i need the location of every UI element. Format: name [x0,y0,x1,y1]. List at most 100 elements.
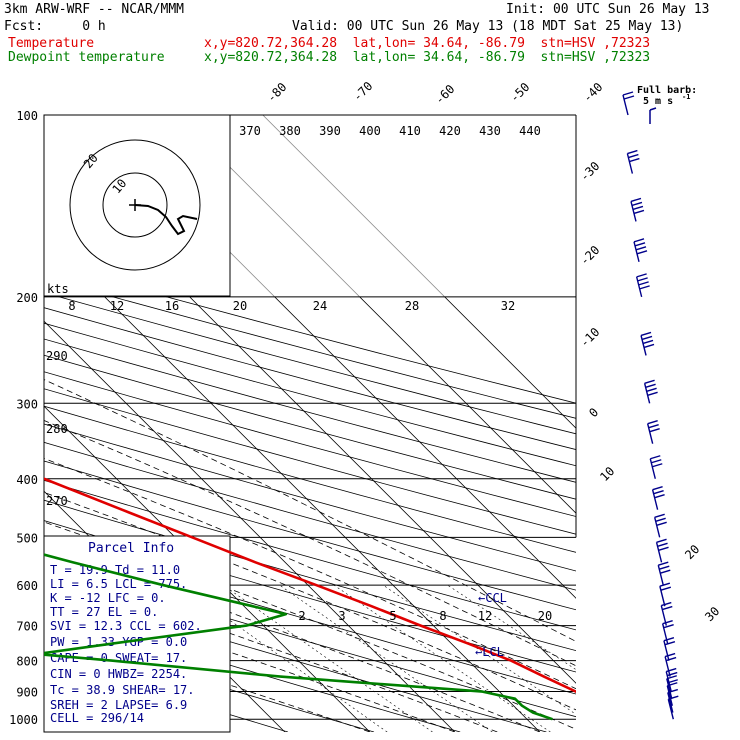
wind-barb-flag [636,250,648,255]
pressure-label: 300 [16,397,38,411]
barb-legend-exponent: -1 [682,93,690,101]
moist-adiabat-line [44,379,576,642]
dry-adiabat-line [44,499,576,652]
dewpoint-location: x,y=820.72,364.28 lat,lon= 34.64, -86.79… [204,50,651,65]
isotherm-label: 20 [682,542,702,562]
pressure-label: 900 [16,686,38,700]
theta-label: 400 [359,124,381,138]
wind-barb-flag [623,95,635,100]
wind-barb-flag [662,620,673,625]
wind-barb-flag [633,238,645,243]
wind-barb [633,238,648,263]
lcl-marker: ←LCL [475,645,504,659]
isotherm-line [44,320,456,732]
pressure-label: 500 [16,531,38,545]
mixing-ratio-line [279,584,493,732]
isotherm-label: 10 [597,464,617,484]
dry-adiabat-line [44,262,576,404]
parcel-info-row: TT = 27 EL = 0. [50,605,158,619]
wind-barb-flag [656,521,667,526]
mixing-ratio-label: 12 [110,299,124,313]
wind-barb-flag [637,277,648,282]
theta-label: 440 [519,124,541,138]
mixing-ratio-label: 28 [405,299,419,313]
mixing-ratio-label: 8 [439,609,446,623]
dry-adiabat-line [44,322,576,467]
mixing-ratio-label: 16 [165,299,179,313]
parcel-info-row: CAPE = 0 SWEAT= 17. [50,651,187,665]
wind-barb-flag [662,605,673,611]
mixing-ratio-label: 20 [233,299,247,313]
pressure-label: 800 [16,655,38,669]
mixing-ratio-line [383,584,576,715]
wind-barb-flag [644,379,655,384]
temperature-legend: Temperature [8,36,95,51]
diagram-grid [44,115,576,732]
dry-adiabat-line [44,292,576,435]
wind-barb [635,273,650,298]
wind-barb-flag [664,652,676,658]
wind-barb-flag [647,391,658,396]
wind-barb [622,91,635,116]
hodograph-ring-inner [102,172,168,238]
isotherm-label: -70 [350,79,375,104]
isotherm-label: -80 [264,80,289,105]
mixing-ratio-label: 8 [68,299,75,313]
parcel-info-row: T = 19.9 Td = 11.0 [50,563,180,577]
wind-barb-flag [630,197,642,203]
wind-barb-flag [639,285,650,290]
wind-barb-flag [659,565,670,570]
wind-barb [651,485,665,510]
dry-adiabat-line [44,307,576,450]
isotherm-label: 30 [702,604,722,624]
valid-time: Valid: 00 UTC Sun 26 May 13 (18 MDT Sat … [292,19,684,34]
wind-barb-flag [656,538,667,543]
wind-barb-flag [660,586,672,591]
parcel-info-row: SREH = 2 LAPSE= 6.9 [50,698,187,712]
upper-panel-shade [230,115,576,297]
moist-adiabat-line [44,589,455,732]
mixing-ratio-label: 32 [501,299,515,313]
theta-label: 420 [439,124,461,138]
wind-barb [655,538,669,563]
theta-label: 280 [46,422,68,436]
wind-barb-flag [642,339,654,345]
parcel-info-title: Parcel Info [88,541,174,556]
wind-barb-flag [635,246,647,251]
wind-barb-flag [622,91,634,96]
parcel-info-row: K = -12 LFC = 0. [50,591,166,605]
dry-adiabat-line [44,441,576,591]
dry-adiabat-line [44,585,547,732]
isotherm-label: 0 [586,405,601,420]
moist-adiabat-line [44,491,576,711]
dry-adiabat-line [44,608,461,732]
hodograph-units: kts [47,282,69,296]
parcel-info-row: Tc = 38.9 SHEAR= 17. [50,683,195,697]
wind-barbs [622,91,679,720]
wind-barb-staff [666,685,673,706]
parcel-info-row: SVI = 12.3 CCL = 602. [50,619,202,633]
wind-barb-flag [633,209,645,215]
dry-adiabat-line [44,479,576,631]
wind-barb-flag [652,485,663,491]
isotherm-label: -40 [580,80,605,105]
mixing-ratio-line [333,584,551,732]
hodograph-trace [134,204,198,236]
pressure-label: 200 [16,291,38,305]
ccl-marker: ←CCL [478,591,507,605]
moist-adiabat-line [44,457,576,690]
isotherm-line [44,235,541,732]
wind-barb [630,197,645,222]
wind-barb [646,420,660,444]
wind-barb [640,331,655,356]
wind-barb-flag [652,463,663,468]
wind-barb-flag [655,517,666,522]
dry-adiabat-line [44,460,576,611]
hodograph-ring-outer [69,139,201,271]
wind-barb-flag [645,383,656,388]
wind-barb-flag [649,428,660,433]
dry-adiabat-line [44,338,576,483]
wind-barb-flag [631,201,643,207]
forecast-hour: Fcst: 0 h [4,19,106,34]
pressure-label: 1000 [9,713,38,727]
